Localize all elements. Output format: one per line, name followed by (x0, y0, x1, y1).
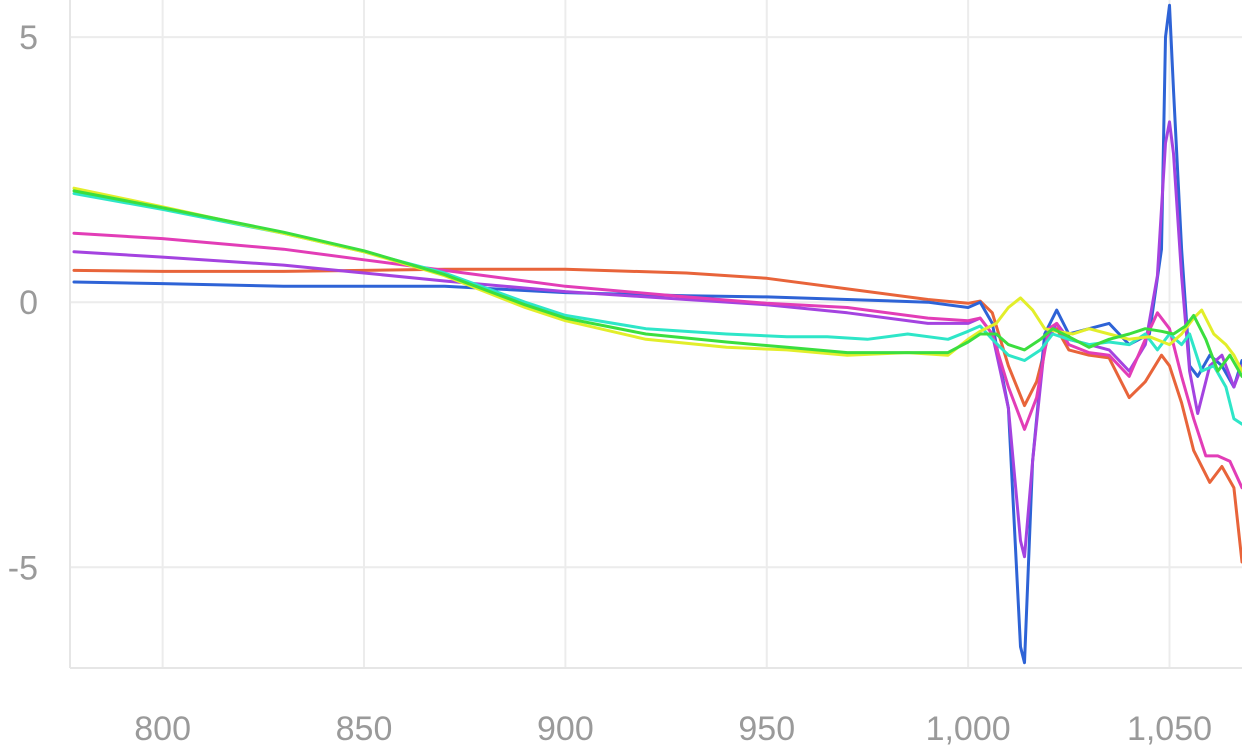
x-tick-label: 900 (537, 710, 594, 748)
x-tick-label: 800 (134, 710, 191, 748)
series-line-7 (72, 189, 1242, 378)
series-line-6 (72, 186, 1242, 373)
x-tick-label: 1,050 (1127, 710, 1212, 748)
y-tick-label: 0 (19, 284, 38, 322)
y-tick-label: 5 (19, 19, 38, 57)
series-line-4 (72, 231, 1242, 490)
tick-labels: 800 850 900 950 1,000 1,050 5 0 -5 (8, 19, 1212, 748)
series-line-5 (72, 192, 1242, 426)
x-tick-label: 850 (336, 710, 393, 748)
x-tick-label: 1,000 (926, 710, 1011, 748)
x-tick-label: 950 (738, 710, 795, 748)
y-tick-label: -5 (8, 549, 38, 587)
axes (69, 0, 1242, 669)
series-line-1 (72, 267, 1242, 564)
series-lines (72, 3, 1242, 665)
